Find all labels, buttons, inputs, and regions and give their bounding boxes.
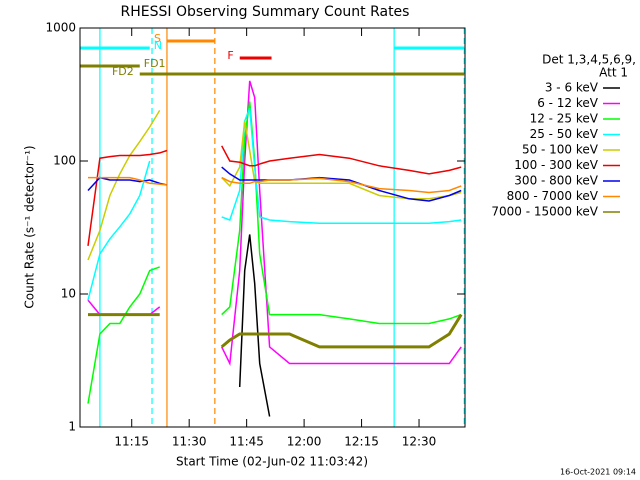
flag-label: FD1 [144, 57, 166, 70]
series-line [87, 110, 462, 261]
x-tick-label: 12:30 [402, 435, 437, 449]
legend-label: 6 - 12 keV [537, 96, 599, 110]
legend-label: 50 - 100 keV [522, 143, 599, 157]
legend-header: Det 1,3,4,5,6,9, [542, 53, 636, 67]
axes-frame [79, 27, 466, 428]
series-line [238, 234, 271, 417]
series-line [87, 107, 462, 301]
x-axis-label: Start Time (02-Jun-02 11:03:42) [176, 455, 368, 469]
y-tick-label: 1 [68, 420, 76, 434]
flag-label: FD2 [112, 65, 134, 78]
flag-label: F [227, 49, 233, 62]
y-axis-label: Count Rate (s⁻¹ detector⁻¹) [23, 145, 37, 308]
chart-title: RHESSI Observing Summary Count Rates [121, 4, 410, 20]
series-line [88, 176, 462, 194]
x-tick-label: 11:15 [114, 435, 149, 449]
legend-label: 100 - 300 keV [514, 158, 598, 172]
y-tick-label: 100 [53, 154, 76, 168]
legend-label: 3 - 6 keV [545, 81, 599, 95]
y-tick-label: 1000 [45, 21, 76, 35]
footer: 16-Oct-2021 09:14 [560, 468, 636, 477]
x-tick-label: 12:00 [287, 435, 322, 449]
legend-label: 12 - 25 keV [530, 112, 599, 126]
plot-area [80, 28, 465, 427]
legend-label: 300 - 800 keV [514, 174, 598, 188]
series-line [88, 313, 463, 349]
flag-label: S [154, 32, 161, 45]
legend-label: 800 - 7000 keV [507, 189, 599, 203]
legend-label: 25 - 50 keV [530, 127, 599, 141]
legend-label: 7000 - 15000 keV [491, 205, 598, 219]
series-line [87, 145, 462, 247]
y-tick-label: 10 [61, 287, 76, 301]
flag-label: N [154, 39, 162, 52]
legend-header: Att 1 [599, 66, 628, 80]
x-tick-label: 11:45 [229, 435, 264, 449]
x-tick-label: 12:15 [344, 435, 379, 449]
x-tick-label: 11:30 [172, 435, 207, 449]
